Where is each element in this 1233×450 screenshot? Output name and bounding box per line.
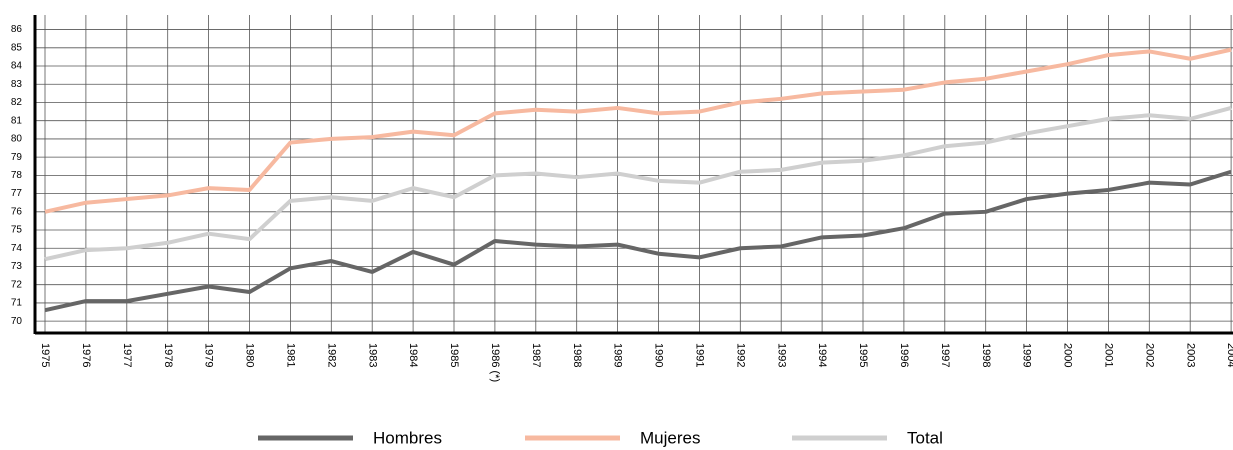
legend-label: Total	[907, 428, 943, 447]
legend-label: Hombres	[373, 428, 442, 447]
x-tick-label: 2000	[1062, 343, 1074, 367]
y-tick-label: 72	[11, 279, 23, 290]
x-tick-label: 2001	[1102, 343, 1114, 367]
x-tick-label: 1982	[325, 343, 337, 367]
y-tick-label: 74	[11, 243, 23, 254]
y-tick-label: 80	[11, 134, 23, 145]
x-tick-label: 1980	[244, 343, 256, 367]
y-tick-label: 86	[11, 24, 23, 35]
x-tick-label: 1977	[121, 343, 133, 367]
y-tick-label: 70	[11, 316, 23, 327]
x-tick-label: 2003	[1184, 343, 1196, 367]
x-tick-label: 1983	[366, 343, 378, 367]
y-tick-label: 73	[11, 261, 23, 272]
x-tick-label: 1975	[39, 343, 51, 367]
x-tick-label: 1999	[1021, 343, 1033, 367]
y-tick-label: 78	[11, 170, 23, 181]
x-tick-label: 1994	[816, 343, 828, 367]
x-tick-label: 1992	[734, 343, 746, 367]
x-tick-label: 1988	[571, 343, 583, 367]
y-tick-label: 84	[11, 61, 23, 72]
x-tick-label: 1996	[898, 343, 910, 367]
y-tick-label: 76	[11, 206, 23, 217]
y-tick-label: 71	[11, 298, 23, 309]
x-tick-label: 1976	[80, 343, 92, 367]
x-tick-label: 1985	[448, 343, 460, 367]
x-tick-label: 1990	[653, 343, 665, 367]
y-tick-label: 85	[11, 42, 23, 53]
x-tick-label: 1993	[775, 343, 787, 367]
y-tick-label: 79	[11, 152, 23, 163]
x-tick-label: 1986 (*)	[489, 343, 501, 382]
x-tick-label: 1981	[284, 343, 296, 367]
y-tick-label: 81	[11, 115, 23, 126]
x-tick-label: 1978	[162, 343, 174, 367]
y-tick-label: 77	[11, 188, 23, 199]
x-tick-label: 1995	[857, 343, 869, 367]
x-tick-label: 1984	[407, 343, 419, 367]
y-tick-label: 75	[11, 225, 23, 236]
x-tick-label: 1991	[693, 343, 705, 367]
x-tick-label: 2002	[1143, 343, 1155, 367]
y-tick-label: 83	[11, 79, 23, 90]
x-tick-label: 1998	[980, 343, 992, 367]
x-tick-label: 1997	[939, 343, 951, 367]
series-line	[44, 169, 1232, 313]
x-tick-label: 1989	[612, 343, 624, 367]
series-line	[44, 47, 1232, 214]
x-tick-label: 1987	[530, 343, 542, 367]
series-line	[44, 106, 1232, 262]
y-tick-label: 82	[11, 97, 23, 108]
x-tick-label: 1979	[203, 343, 215, 367]
x-tick-label: 2004	[1225, 343, 1233, 367]
legend-label: Mujeres	[640, 428, 700, 447]
